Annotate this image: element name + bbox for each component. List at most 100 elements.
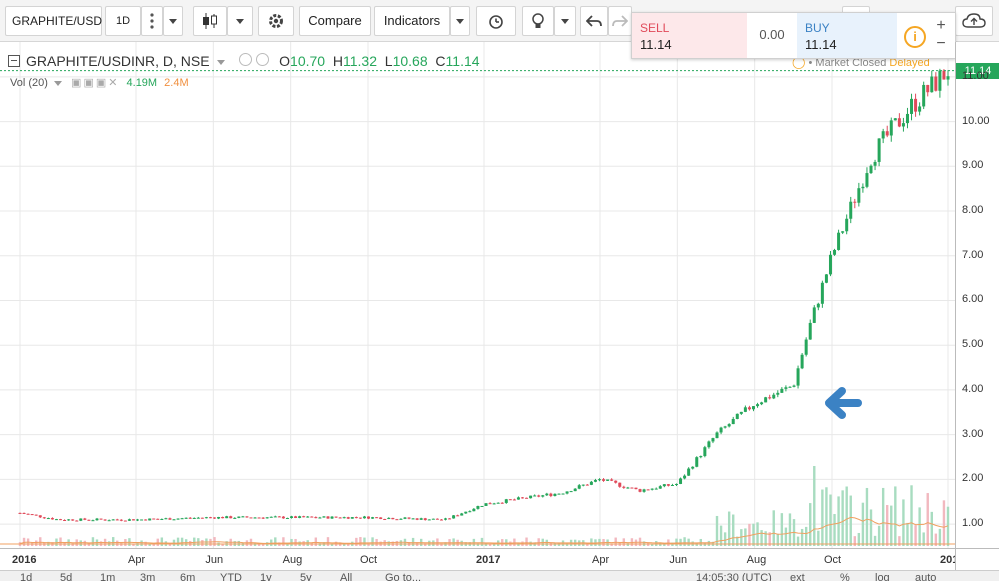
compare-button[interactable]: Compare (299, 6, 371, 36)
ext-toggle[interactable]: ext (790, 572, 805, 581)
price-chart[interactable] (0, 42, 955, 548)
bottom-range-bar: 1d 5d 1m 3m 6m YTD 1y 5y All Go to... 14:05:30 (UT… (0, 570, 999, 581)
range-button[interactable]: All (340, 572, 353, 581)
candle-body (326, 516, 330, 519)
time-axis[interactable]: 2016 Apr Jun Aug Oct 2017 Apr Jun Aug Oct 2018 (0, 548, 964, 570)
range-button[interactable]: 1m (100, 572, 116, 581)
candle-body (674, 483, 678, 486)
candlestick-icon (203, 13, 217, 29)
candle-body (200, 517, 204, 519)
buy-button[interactable]: BUY 11.14 (797, 13, 897, 58)
indicators-button[interactable]: Indicators (374, 6, 450, 36)
volume-bar (800, 528, 804, 546)
candle-body (281, 516, 285, 519)
symbol-label: GRAPHITE/USD (12, 14, 103, 28)
candle-body (63, 520, 67, 522)
annotation-arrow-icon (825, 387, 862, 419)
range-button[interactable]: YTD (220, 572, 242, 581)
volume-bar (237, 540, 241, 546)
range-button[interactable]: 1y (260, 572, 272, 581)
candle-body (926, 84, 930, 93)
candle-body (581, 484, 585, 486)
interval-dropdown[interactable] (163, 6, 183, 36)
info-icon[interactable]: i (904, 26, 926, 48)
chevron-down-icon[interactable] (53, 80, 62, 86)
zoom-in-button[interactable]: + (936, 17, 946, 34)
candle-body (415, 518, 419, 520)
price-axis[interactable]: 11.14 11.00 10.00 9.00 8.00 7.00 6.00 5.00 4.00… (955, 42, 999, 548)
candle-body (208, 517, 212, 519)
alert-button[interactable] (476, 6, 516, 36)
candle-body (314, 517, 318, 519)
volume-bar (683, 537, 686, 546)
more-menu-button[interactable] (141, 6, 163, 36)
candle-body (670, 485, 674, 487)
candle-body (46, 518, 50, 520)
volume-bar (614, 537, 617, 546)
zoom-out-button[interactable]: − (936, 35, 946, 52)
low-label: L (384, 53, 393, 69)
volume-controls-icon[interactable]: ▣▣▣✕ (71, 77, 120, 89)
candle-body (257, 517, 261, 519)
sell-button[interactable]: SELL 11.14 (632, 13, 747, 58)
range-button[interactable]: 1d (20, 572, 33, 581)
range-button[interactable]: 5y (300, 572, 312, 581)
chart-type-button[interactable] (193, 6, 227, 36)
ideas-dropdown[interactable] (554, 6, 576, 36)
candle-body (816, 303, 820, 308)
redo-button[interactable] (608, 6, 632, 36)
candle-body (751, 406, 755, 410)
volume-bar (946, 506, 950, 546)
volume-bar (257, 543, 261, 546)
candle-body (460, 513, 464, 516)
volume-bar (590, 538, 593, 546)
collapse-icon[interactable] (8, 55, 20, 67)
candle-body (910, 98, 914, 114)
candle-body (541, 495, 545, 497)
time-tick-label: Oct (824, 554, 842, 566)
candle-body (444, 518, 448, 520)
eye-icon[interactable] (239, 53, 253, 66)
axis-settings-button[interactable] (955, 548, 999, 570)
candle-body (103, 519, 107, 521)
cloud-save-button[interactable] (955, 6, 993, 36)
candle-body (253, 517, 257, 519)
candle-body (290, 516, 294, 518)
candle-body (496, 502, 500, 504)
volume-bar (221, 543, 224, 546)
buy-price: 11.14 (805, 37, 837, 52)
candle-body (395, 519, 399, 521)
candle-body (747, 407, 751, 410)
candle-body (371, 517, 375, 519)
goto-button[interactable]: Go to... (385, 572, 422, 581)
buy-label: BUY (805, 21, 830, 35)
range-button[interactable]: 6m (180, 572, 196, 581)
volume-bar (363, 537, 366, 546)
chevron-down-icon[interactable] (217, 59, 226, 65)
candle-body (626, 487, 630, 489)
range-button[interactable]: 5d (60, 572, 73, 581)
candle-body (857, 188, 861, 203)
indicators-dropdown[interactable] (450, 6, 470, 36)
candle-body (131, 519, 135, 521)
volume-bar (488, 543, 492, 546)
volume-bar (865, 487, 869, 546)
auto-toggle[interactable]: auto (915, 572, 937, 581)
symbol-search-button[interactable]: GRAPHITE/USD (5, 6, 102, 36)
log-toggle[interactable]: log (875, 572, 890, 581)
candle-body (646, 489, 650, 491)
range-button[interactable]: 3m (140, 572, 156, 581)
settings-button[interactable] (258, 6, 294, 36)
candle-body (549, 493, 553, 497)
candle-body (841, 231, 845, 233)
chart-type-dropdown[interactable] (227, 6, 253, 36)
undo-button[interactable] (580, 6, 608, 36)
interval-button[interactable]: 1D (105, 6, 141, 36)
volume-ma-value: 2.4M (164, 77, 189, 89)
ideas-button[interactable] (522, 6, 554, 36)
percent-toggle[interactable]: % (840, 572, 850, 581)
candle-body (464, 511, 468, 514)
candle-body (638, 489, 642, 492)
candle-body (687, 468, 691, 476)
gear-icon[interactable] (256, 53, 270, 66)
